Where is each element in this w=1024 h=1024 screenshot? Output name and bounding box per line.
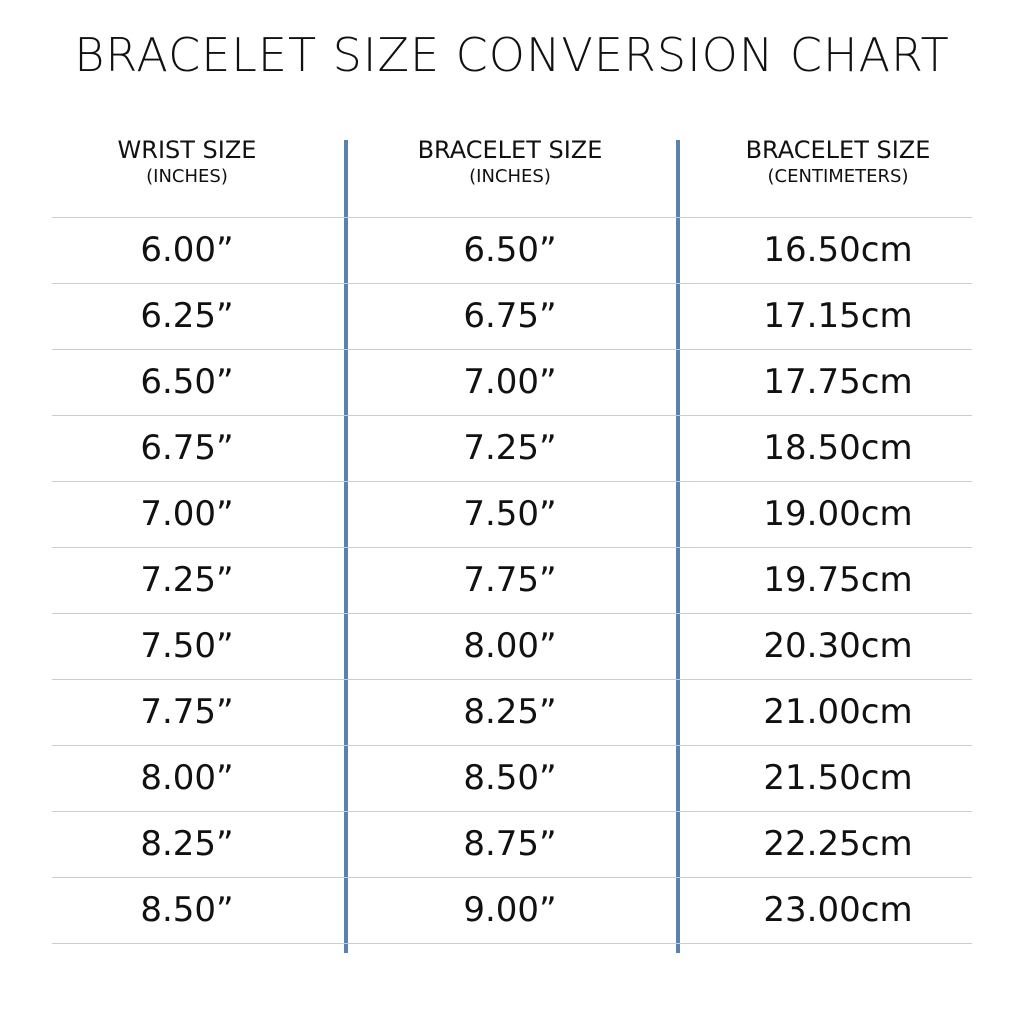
title: BRACELET SIZE CONVERSION CHART	[74, 28, 950, 82]
table-cell: 6.75”	[463, 296, 557, 336]
table-cell: 7.50”	[463, 494, 557, 534]
table-cell: 8.50”	[463, 758, 557, 798]
table-cell: 8.75”	[463, 824, 557, 864]
table-cell: 7.25”	[463, 428, 557, 468]
row-divider	[52, 943, 972, 944]
table-cell: 19.75cm	[763, 560, 913, 600]
column-divider	[344, 140, 348, 953]
table-cell: 20.30cm	[763, 626, 913, 666]
row-divider	[52, 415, 972, 416]
row-divider	[52, 349, 972, 350]
table-cell: 16.50cm	[763, 230, 913, 270]
column-header: BRACELET SIZE (CENTIMETERS)	[688, 136, 988, 187]
row-divider	[52, 613, 972, 614]
row-divider	[52, 811, 972, 812]
header-unit: (INCHES)	[146, 166, 228, 187]
table-cell: 8.00”	[140, 758, 234, 798]
table-cell: 6.00”	[140, 230, 234, 270]
table-cell: 22.25cm	[763, 824, 913, 864]
table-cell: 19.00cm	[763, 494, 913, 534]
column-header: BRACELET SIZE (INCHES)	[360, 136, 660, 187]
table-cell: 8.25”	[463, 692, 557, 732]
table-cell: 18.50cm	[763, 428, 913, 468]
column-divider	[676, 140, 680, 953]
table-cell: 7.50”	[140, 626, 234, 666]
row-divider	[52, 481, 972, 482]
table-cell: 6.50”	[140, 362, 234, 402]
header-unit: (INCHES)	[469, 166, 551, 187]
column-header: WRIST SIZE (INCHES)	[37, 136, 337, 187]
row-divider	[52, 547, 972, 548]
table-cell: 17.15cm	[763, 296, 913, 336]
header-label: BRACELET SIZE	[745, 136, 931, 164]
table-cell: 7.75”	[463, 560, 557, 600]
table-cell: 17.75cm	[763, 362, 913, 402]
table-cell: 6.50”	[463, 230, 557, 270]
table-cell: 8.50”	[140, 890, 234, 930]
row-divider	[52, 679, 972, 680]
table-cell: 7.25”	[140, 560, 234, 600]
row-divider	[52, 877, 972, 878]
table-cell: 7.75”	[140, 692, 234, 732]
row-divider	[52, 217, 972, 218]
row-divider	[52, 745, 972, 746]
table-cell: 8.25”	[140, 824, 234, 864]
table-cell: 9.00”	[463, 890, 557, 930]
table-cell: 6.25”	[140, 296, 234, 336]
header-unit: (CENTIMETERS)	[767, 166, 909, 187]
row-divider	[52, 283, 972, 284]
table-cell: 7.00”	[140, 494, 234, 534]
table-cell: 8.00”	[463, 626, 557, 666]
table-cell: 23.00cm	[763, 890, 913, 930]
table-cell: 21.50cm	[763, 758, 913, 798]
header-label: WRIST SIZE	[117, 136, 257, 164]
table-cell: 7.00”	[463, 362, 557, 402]
header-label: BRACELET SIZE	[417, 136, 603, 164]
table-cell: 21.00cm	[763, 692, 913, 732]
table-cell: 6.75”	[140, 428, 234, 468]
